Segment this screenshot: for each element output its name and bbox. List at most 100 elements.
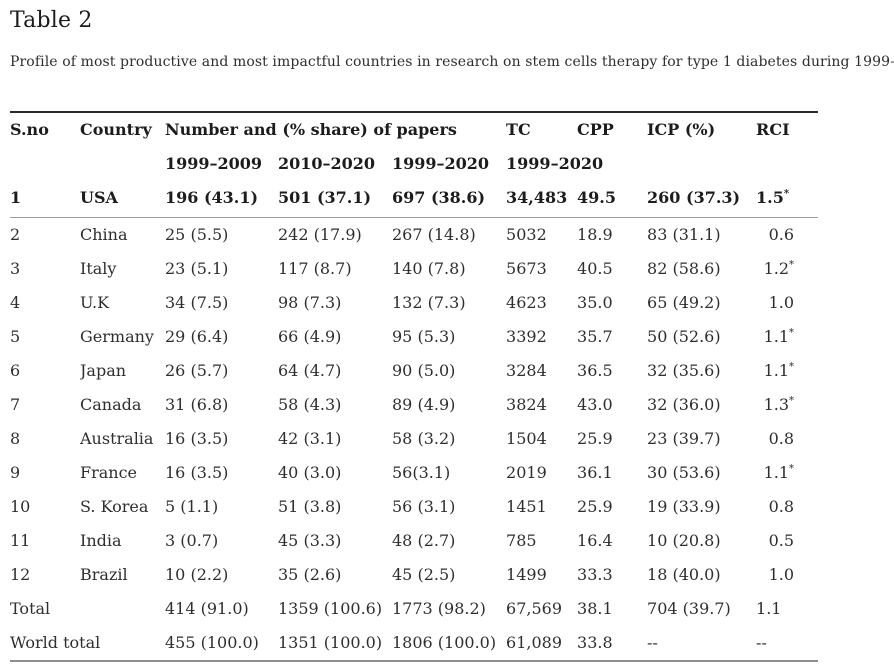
cell-sno: 8: [10, 429, 21, 448]
cell-icp: 704 (39.7): [647, 599, 731, 618]
cell-sno: 12: [10, 565, 31, 584]
cell-icp: 30 (53.6): [647, 463, 721, 482]
cell-papers-1999-2009: 23 (5.1): [165, 259, 229, 278]
page-title: Table 2: [10, 8, 93, 33]
cell-papers-2010-2020: 51 (3.8): [278, 497, 342, 516]
cell-world-label: World total: [10, 633, 101, 652]
col-header-tc: TC: [506, 120, 531, 139]
significance-asterisk: *: [783, 188, 790, 200]
cell-papers-1999-2020: 697 (38.6): [392, 181, 507, 218]
cell-rci: 1.3*: [763, 395, 795, 414]
cell-sno: 6: [10, 361, 21, 380]
cell-country: Australia: [80, 429, 154, 448]
col-header-period-1: 1999–2009: [165, 154, 263, 173]
table-row: 3 Italy 23 (5.1) 117 (8.7) 140 (7.8) 5673 40.5…: [10, 252, 818, 286]
col-header-tc-period: 1999–2020: [506, 154, 604, 173]
cell-icp: 83 (31.1): [647, 225, 721, 244]
cell-tc: 67,569: [506, 599, 563, 618]
significance-asterisk: *: [789, 395, 795, 407]
cell-cpp: 33.8: [577, 633, 613, 652]
table-row: 9 France 16 (3.5) 40 (3.0) 56(3.1) 2019 36.1 30…: [10, 456, 818, 490]
cell-tc: 3284: [506, 361, 547, 380]
cell-country: S. Korea: [80, 497, 149, 516]
cell-papers-2010-2020: 58 (4.3): [278, 395, 342, 414]
table-row-world-total: World total 455 (100.0) 1351 (100.0) 180…: [10, 626, 818, 661]
cell-cpp: 43.0: [577, 395, 613, 414]
cell-papers-1999-2009: 25 (5.5): [165, 225, 229, 244]
cell-papers-1999-2009: 29 (6.4): [165, 327, 229, 346]
cell-papers-2010-2020: 98 (7.3): [278, 293, 342, 312]
cell-papers-1999-2020: 1806 (100.0): [392, 633, 497, 652]
cell-icp: 65 (49.2): [647, 293, 721, 312]
table-row: 4 U.K 34 (7.5) 98 (7.3) 132 (7.3) 4623 35.0 65 …: [10, 286, 818, 320]
cell-tc: 4623: [506, 293, 547, 312]
countries-table: S.no Country Number and (% share) of pap…: [10, 111, 819, 662]
cell-cpp: 35.0: [577, 293, 613, 312]
cell-rci: 1.2*: [763, 259, 795, 278]
cell-country: India: [80, 531, 122, 550]
empty-cell: [647, 147, 745, 181]
cell-papers-1999-2009: 10 (2.2): [165, 565, 229, 584]
cell-country: Germany: [80, 327, 154, 346]
cell-icp: 50 (52.6): [647, 327, 721, 346]
col-header-rci: RCI: [756, 120, 790, 139]
cell-cpp: 49.5: [577, 181, 648, 218]
cell-papers-2010-2020: 35 (2.6): [278, 565, 342, 584]
cell-tc: 34,483: [506, 181, 578, 218]
cell-papers-1999-2020: 58 (3.2): [392, 429, 456, 448]
cell-sno: 7: [10, 395, 21, 414]
header-row-main: S.no Country Number and (% share) of pap…: [10, 112, 818, 147]
cell-country: Brazil: [80, 565, 128, 584]
cell-papers-1999-2009: 31 (6.8): [165, 395, 229, 414]
cell-papers-1999-2009: 16 (3.5): [165, 463, 229, 482]
cell-papers-1999-2020: 140 (7.8): [392, 259, 466, 278]
cell-sno: 5: [10, 327, 21, 346]
cell-icp: --: [647, 633, 658, 652]
cell-sno: 4: [10, 293, 21, 312]
cell-papers-1999-2020: 95 (5.3): [392, 327, 456, 346]
cell-rci: 0.8: [768, 497, 795, 516]
cell-cpp: 16.4: [577, 531, 613, 550]
cell-tc: 2019: [506, 463, 547, 482]
cell-cpp: 25.9: [577, 429, 613, 448]
table-row: 12 Brazil 10 (2.2) 35 (2.6) 45 (2.5) 1499 33.3…: [10, 558, 818, 592]
table-row: 5 Germany 29 (6.4) 66 (4.9) 95 (5.3) 3392 35.7…: [10, 320, 818, 354]
cell-papers-1999-2020: 132 (7.3): [392, 293, 466, 312]
cell-sno: 9: [10, 463, 21, 482]
table-row-usa: 1 USA 196 (43.1) 501 (37.1) 697 (38.6) 3…: [10, 181, 819, 218]
cell-papers-1999-2009: 414 (91.0): [165, 599, 249, 618]
cell-total-label: Total: [10, 599, 51, 618]
col-header-icp: ICP (%): [647, 120, 716, 139]
cell-papers-1999-2009: 34 (7.5): [165, 293, 229, 312]
cell-papers-1999-2020: 1773 (98.2): [392, 599, 486, 618]
cell-papers-2010-2020: 501 (37.1): [278, 181, 392, 218]
cell-papers-2010-2020: 45 (3.3): [278, 531, 342, 550]
significance-asterisk: *: [789, 259, 795, 271]
cell-cpp: 36.5: [577, 361, 613, 380]
cell-cpp: 33.3: [577, 565, 613, 584]
cell-papers-1999-2009: 455 (100.0): [165, 633, 259, 652]
cell-icp: 260 (37.3): [647, 181, 746, 218]
cell-cpp: 35.7: [577, 327, 613, 346]
cell-rci: 0.5: [768, 531, 795, 550]
cell-papers-2010-2020: 1359 (100.6): [278, 599, 383, 618]
cell-papers-2010-2020: 42 (3.1): [278, 429, 342, 448]
cell-papers-1999-2009: 5 (1.1): [165, 497, 219, 516]
cell-sno: 10: [10, 497, 31, 516]
cell-icp: 10 (20.8): [647, 531, 721, 550]
cell-tc: 5673: [506, 259, 547, 278]
col-header-cpp: CPP: [577, 120, 614, 139]
cell-papers-1999-2020: 56(3.1): [392, 463, 451, 482]
cell-papers-1999-2020: 267 (14.8): [392, 225, 476, 244]
cell-sno: 2: [10, 225, 21, 244]
cell-icp: 18 (40.0): [647, 565, 721, 584]
cell-country: France: [80, 463, 138, 482]
cell-papers-1999-2020: 45 (2.5): [392, 565, 456, 584]
cell-papers-2010-2020: 66 (4.9): [278, 327, 342, 346]
cell-tc: 785: [506, 531, 537, 550]
significance-asterisk: *: [789, 327, 795, 339]
cell-rci: 1.0: [768, 293, 795, 312]
cell-papers-2010-2020: 242 (17.9): [278, 225, 362, 244]
cell-papers-1999-2020: 89 (4.9): [392, 395, 456, 414]
table-row: 8 Australia 16 (3.5) 42 (3.1) 58 (3.2) 1504 25…: [10, 422, 818, 456]
